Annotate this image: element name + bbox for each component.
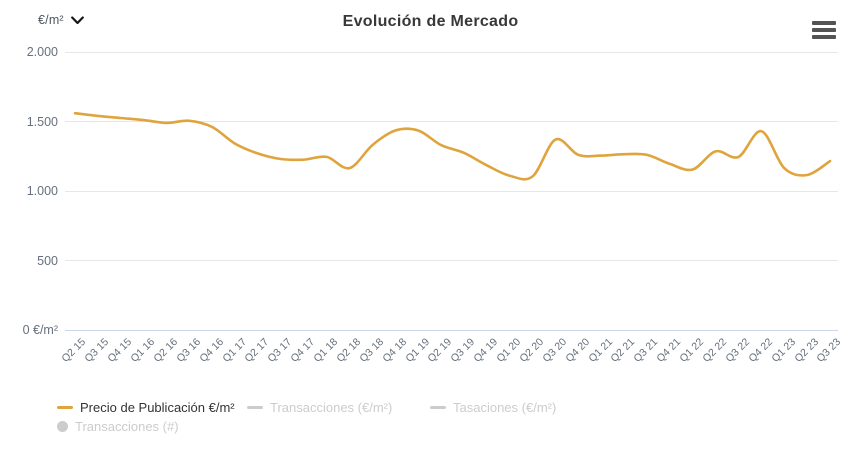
chart-title: Evolución de Mercado	[342, 13, 519, 30]
unit-selector-dropdown[interactable]: €/m²	[38, 13, 84, 27]
legend-item-tasaciones-eur-m2[interactable]: Tasaciones (€/m²)	[430, 400, 556, 415]
chevron-down-icon	[70, 15, 84, 24]
y-axis-label: 1.500	[26, 114, 58, 129]
y-gridline	[65, 190, 838, 192]
legend-circle-marker-icon	[57, 421, 68, 432]
y-gridline	[65, 121, 838, 122]
hamburger-menu-icon	[812, 21, 836, 25]
precio-publicacion-series-line[interactable]	[73, 111, 832, 181]
legend-line-marker-icon	[247, 406, 263, 409]
legend-item-transacciones-eur-m2[interactable]: Transacciones (€/m²)	[247, 400, 392, 415]
legend-item-label: Precio de Publicación €/m²	[80, 400, 235, 415]
chart-context-menu-button[interactable]	[812, 21, 836, 39]
legend-item-label: Tasaciones (€/m²)	[453, 400, 557, 415]
y-axis-label: 500	[37, 253, 58, 268]
y-axis-label: 2.000	[26, 45, 58, 59]
legend-item-transacciones-count[interactable]: Transacciones (#)	[57, 419, 179, 434]
y-gridline	[65, 51, 838, 53]
x-axis-line	[65, 329, 838, 331]
y-axis-label: 1.000	[26, 184, 58, 198]
legend-item-label: Transacciones (#)	[75, 419, 179, 434]
unit-selector-label: €/m²	[38, 13, 64, 27]
legend-line-marker-icon	[430, 406, 446, 409]
y-axis-label: 0 €/m²	[22, 323, 58, 337]
legend-line-marker-icon	[57, 406, 73, 409]
y-gridline	[65, 260, 838, 261]
legend-item-precio-de-publicacion[interactable]: Precio de Publicación €/m²	[57, 400, 235, 415]
legend-item-label: Transacciones (€/m²)	[270, 400, 393, 415]
